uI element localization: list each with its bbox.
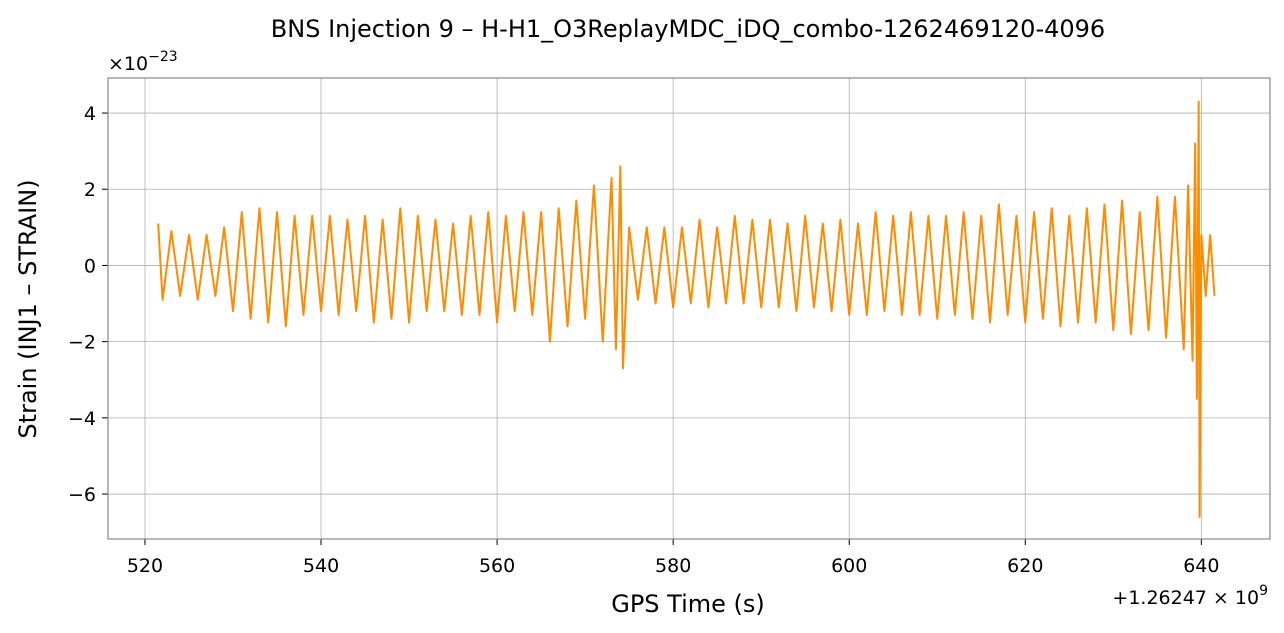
y-tick-label: −6	[68, 484, 96, 506]
y-tick-label: 4	[84, 103, 96, 125]
x-offset-base: +1.26247 × 10	[1112, 587, 1259, 609]
y-tick-label: −4	[68, 408, 96, 430]
y-tick-label: −2	[68, 332, 96, 354]
x-axis-label: GPS Time (s)	[611, 590, 765, 618]
x-tick-label: 520	[127, 555, 163, 577]
y-scale-label: ×10−23	[108, 49, 178, 75]
y-tick-label: 0	[84, 255, 96, 277]
x-tick-label: 540	[303, 555, 339, 577]
series-line	[157, 100, 1216, 518]
plot-frame	[107, 77, 1271, 540]
y-axis-label: Strain (INJ1 – STRAIN)	[14, 179, 42, 438]
x-tick-label: 640	[1183, 555, 1219, 577]
x-tick-label: 560	[479, 555, 515, 577]
y-scale-exponent: −23	[148, 49, 178, 65]
x-tick-label: 600	[831, 555, 867, 577]
x-offset-exponent: 9	[1259, 583, 1268, 599]
y-tick-label: 2	[84, 179, 96, 201]
chart-title: BNS Injection 9 – H-H1_O3ReplayMDC_iDQ_c…	[271, 15, 1105, 43]
x-tick-label: 620	[1007, 555, 1043, 577]
x-offset-label: +1.26247 × 109	[1112, 583, 1268, 609]
x-tick-label: 580	[655, 555, 691, 577]
y-scale-base: ×10	[108, 53, 148, 75]
